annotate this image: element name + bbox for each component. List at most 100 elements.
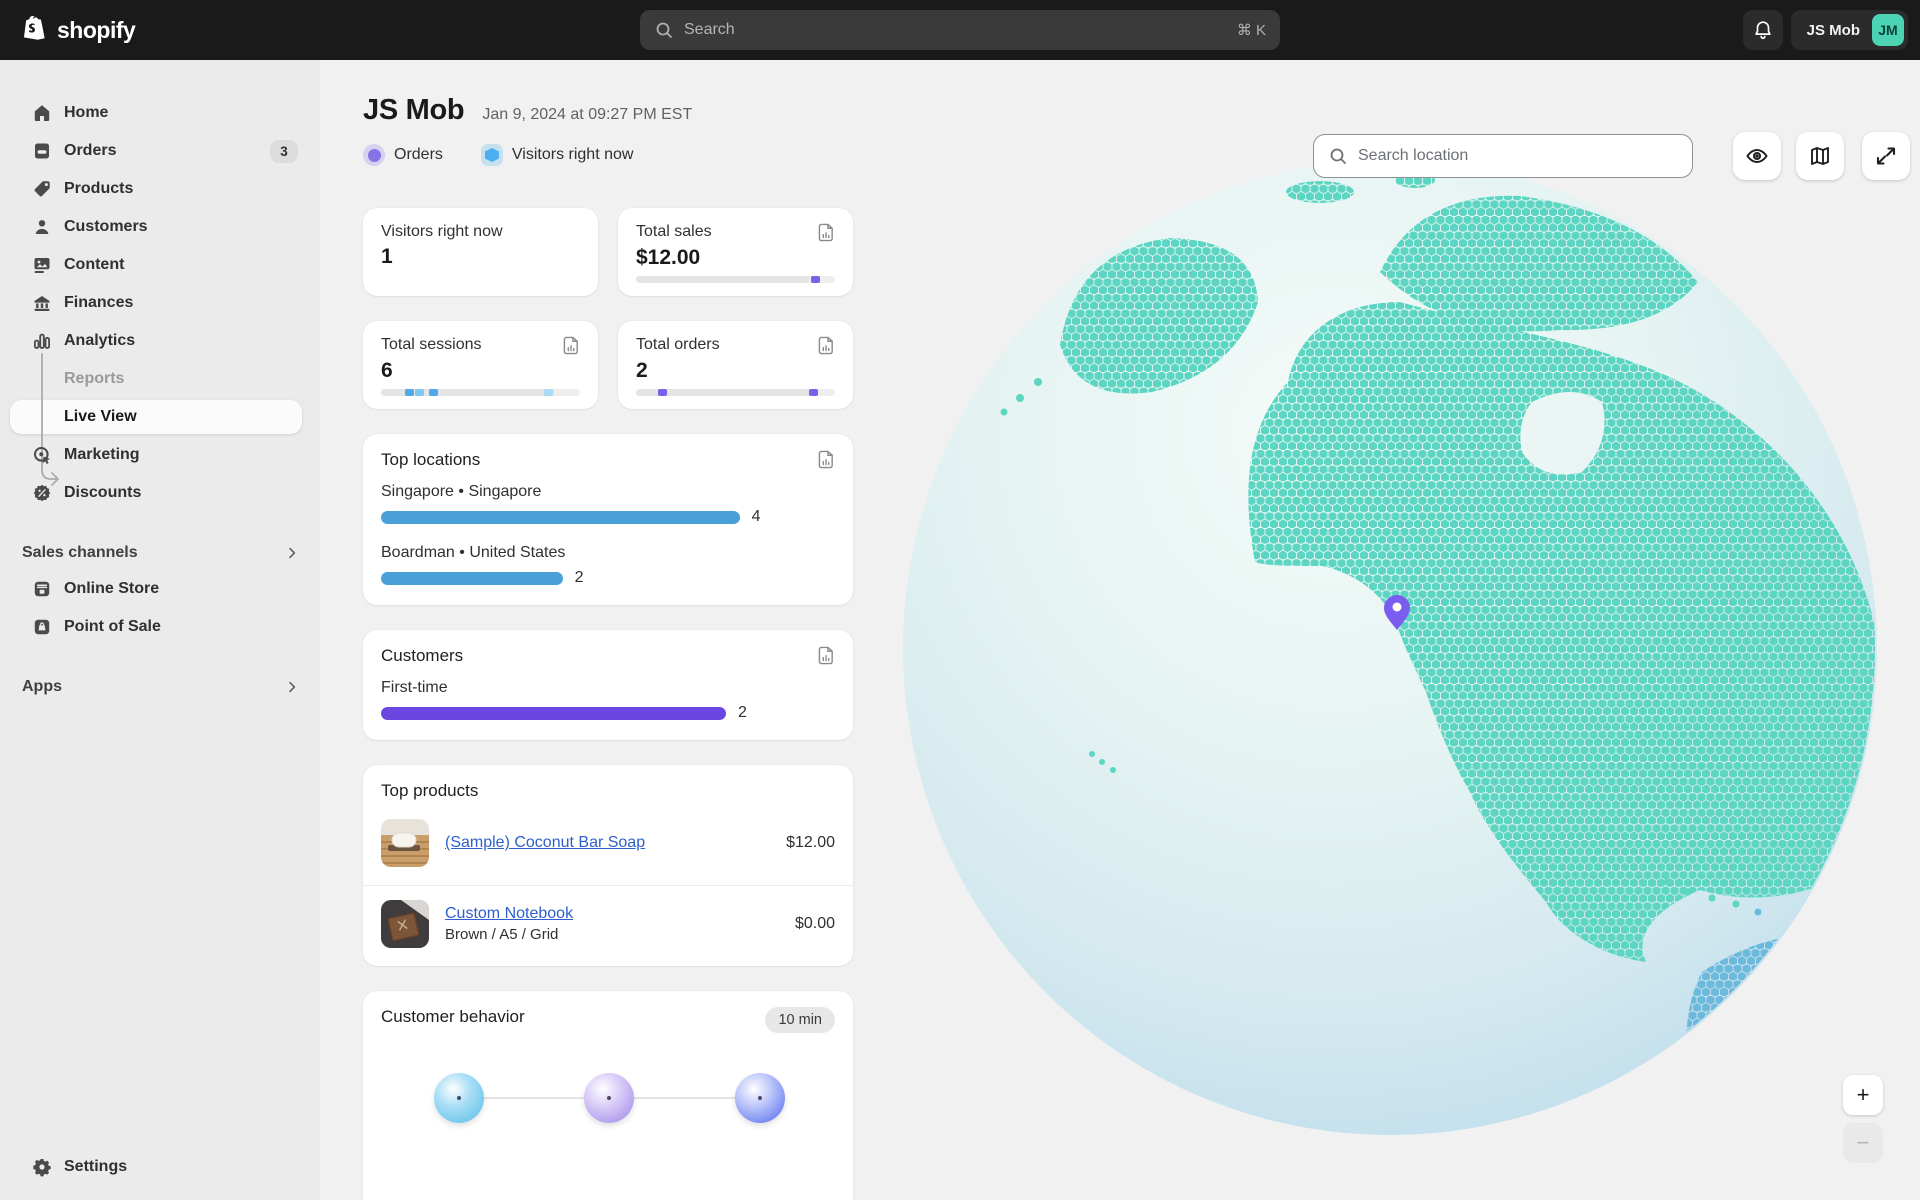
live-view-content: + − JS Mob Jan 9, 2024 at 09:27 PM EST O… <box>320 60 1920 1200</box>
sidebar-item-products[interactable]: Products <box>0 170 320 208</box>
sales-channels-header[interactable]: Sales channels <box>0 536 320 570</box>
total-sales-timeline <box>636 276 835 283</box>
behavior-funnel <box>381 1037 835 1167</box>
shopify-logo[interactable]: shopify <box>20 0 136 60</box>
online-store-icon <box>32 579 52 599</box>
total-orders-card: Total orders 2 <box>618 321 853 409</box>
report-doc-icon[interactable] <box>818 336 835 355</box>
location-row: Boardman • United States 2 <box>381 544 584 586</box>
content-icon <box>32 255 52 275</box>
page-timestamp: Jan 9, 2024 at 09:27 PM EST <box>482 106 693 123</box>
product-link[interactable]: (Sample) Coconut Bar Soap <box>445 834 646 851</box>
product-variant: Brown / A5 / Grid <box>445 926 559 943</box>
marketing-target-icon <box>32 445 52 465</box>
orders-icon <box>32 141 52 161</box>
product-row: Custom Notebook Brown / A5 / Grid $0.00 <box>363 885 853 962</box>
store-name: JS Mob <box>1806 21 1860 39</box>
customers-card: Customers First-time 2 <box>363 630 853 740</box>
apps-header[interactable]: Apps <box>0 670 320 704</box>
notifications-button[interactable] <box>1742 10 1783 50</box>
total-sales-card: Total sales $12.00 <box>618 208 853 296</box>
legend: Orders Visitors right now <box>363 144 1920 166</box>
total-sessions-value: 6 <box>381 359 393 382</box>
location-bar <box>381 510 740 524</box>
map-zoom-controls: + − <box>1843 1075 1883 1163</box>
orders-count-badge: 3 <box>270 139 298 163</box>
funnel-node-carts[interactable] <box>584 1073 634 1123</box>
map-icon <box>1808 144 1832 168</box>
sidebar-item-content[interactable]: Content <box>0 246 320 284</box>
funnel-node-checkouts[interactable] <box>735 1073 785 1123</box>
customers-icon <box>32 217 52 237</box>
customers-bar <box>381 706 727 720</box>
sidebar-item-point-of-sale[interactable]: Point of Sale <box>0 608 320 646</box>
zoom-in-button[interactable]: + <box>1843 1075 1883 1115</box>
chevron-right-icon <box>284 679 300 695</box>
sidebar-item-analytics[interactable]: Analytics <box>0 322 320 360</box>
sidebar-item-reports[interactable]: Reports <box>64 370 125 387</box>
orders-dot-icon <box>367 148 381 162</box>
location-search[interactable] <box>1313 134 1693 178</box>
map-view-button[interactable] <box>1796 132 1844 180</box>
point-of-sale-icon <box>32 617 52 637</box>
sidebar-item-orders[interactable]: Orders 3 <box>0 132 320 170</box>
total-sessions-card: Total sessions 6 <box>363 321 598 409</box>
avatar: JM <box>1872 14 1904 46</box>
report-doc-icon[interactable] <box>818 450 835 469</box>
sidebar-item-finances[interactable]: Finances <box>0 284 320 322</box>
global-search-input[interactable] <box>684 21 1237 39</box>
product-thumbnail-notebook <box>381 900 429 948</box>
globe-map[interactable] <box>320 60 1920 1200</box>
top-products-card: Top products (Sample) Coconut Bar Soap $… <box>363 765 853 966</box>
sidebar-item-settings[interactable]: Settings <box>0 1148 320 1186</box>
discounts-badge-icon <box>32 483 52 503</box>
location-row: Singapore • Singapore 4 <box>381 483 761 525</box>
total-orders-timeline <box>636 389 835 396</box>
visitors-right-now-card: Visitors right now 1 <box>363 208 598 296</box>
shopify-wordmark: shopify <box>57 16 136 43</box>
sidebar-item-online-store[interactable]: Online Store <box>0 570 320 608</box>
products-tag-icon <box>32 179 52 199</box>
product-thumbnail-soap <box>381 819 429 867</box>
report-doc-icon[interactable] <box>563 336 580 355</box>
global-search[interactable]: ⌘ K <box>640 10 1280 50</box>
zoom-out-button[interactable]: − <box>1843 1123 1883 1163</box>
chevron-right-icon <box>284 545 300 561</box>
fullscreen-button[interactable] <box>1862 132 1910 180</box>
customers-row: First-time 2 <box>381 679 747 721</box>
legend-visitors: Visitors right now <box>480 144 633 166</box>
visitors-hex-icon <box>484 148 499 162</box>
sidebar: Home Orders 3 Products Customers Content… <box>0 60 320 1200</box>
page-title: JS Mob <box>363 94 465 126</box>
funnel-node-sessions[interactable] <box>434 1073 484 1123</box>
search-icon <box>654 20 674 40</box>
location-search-input[interactable] <box>1358 147 1678 165</box>
toggle-visibility-button[interactable] <box>1733 132 1781 180</box>
map-toolbar <box>1313 132 1910 180</box>
bell-icon <box>1752 19 1774 41</box>
total-sessions-timeline <box>381 389 580 396</box>
sidebar-item-discounts[interactable]: Discounts <box>0 474 320 512</box>
sidebar-item-customers[interactable]: Customers <box>0 208 320 246</box>
search-shortcut: ⌘ K <box>1236 22 1266 39</box>
report-doc-icon[interactable] <box>818 646 835 665</box>
eye-icon <box>1745 144 1769 168</box>
top-locations-card: Top locations Singapore • Singapore 4 Bo… <box>363 434 853 605</box>
gear-icon <box>32 1157 52 1177</box>
finances-bank-icon <box>32 293 52 313</box>
home-icon <box>32 103 52 123</box>
user-menu[interactable]: JS Mob JM <box>1790 10 1908 50</box>
visitors-value: 1 <box>381 245 393 268</box>
visitor-location-pin[interactable] <box>1384 595 1410 630</box>
sidebar-item-live-view[interactable]: Live View <box>10 400 302 434</box>
product-row: (Sample) Coconut Bar Soap $12.00 <box>363 805 853 881</box>
sidebar-item-home[interactable]: Home <box>0 94 320 132</box>
report-doc-icon[interactable] <box>818 223 835 242</box>
sidebar-item-marketing[interactable]: Marketing <box>0 436 320 474</box>
location-bar <box>381 571 563 585</box>
total-sales-value: $12.00 <box>636 246 701 269</box>
product-price: $0.00 <box>794 915 835 932</box>
legend-orders: Orders <box>363 144 443 166</box>
product-link[interactable]: Custom Notebook <box>445 905 574 922</box>
